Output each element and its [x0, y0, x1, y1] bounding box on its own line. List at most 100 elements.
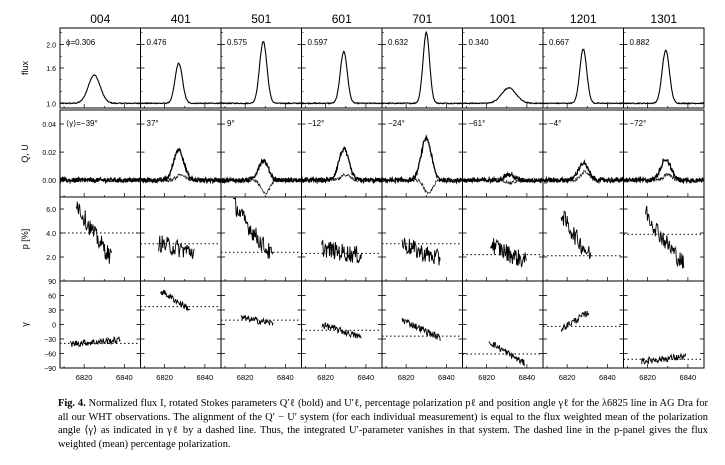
ytick-label: 2.0: [46, 255, 56, 262]
ytick-label: 1.6: [46, 66, 56, 73]
panel-frame: [301, 280, 383, 369]
column-header-1301: 1301: [650, 12, 677, 26]
xtick-label: 6840: [197, 373, 214, 382]
panel-frame: [140, 280, 222, 369]
column-header-004: 004: [90, 12, 110, 26]
panel-frame: [542, 280, 624, 369]
gamma-line: [240, 314, 274, 327]
gamma-line: [560, 310, 590, 333]
flux-line: [220, 41, 302, 105]
column-header-501: 501: [251, 12, 271, 26]
column-header-1201: 1201: [570, 12, 597, 26]
column-header-601: 601: [332, 12, 352, 26]
ytick-label: 1.0: [46, 101, 56, 108]
gamma-line: [69, 336, 121, 348]
flux-line: [59, 74, 141, 105]
ytick-label: 60: [48, 294, 56, 301]
gamma-line: [321, 322, 362, 339]
column-header-1001: 1001: [489, 12, 516, 26]
ytick-label: −30: [44, 337, 56, 344]
p-line: [645, 205, 685, 269]
panel-frame: [462, 196, 544, 282]
xtick-label: 6840: [358, 373, 375, 382]
row-label-1: Q, U: [20, 144, 30, 163]
gamma-label-1201: −4°: [549, 119, 561, 128]
panel-frame: [381, 196, 463, 282]
ytick-label: 6.0: [46, 207, 56, 214]
panel-frame: [623, 280, 705, 369]
panel-frame: [301, 196, 383, 282]
xtick-label: 6820: [156, 373, 173, 382]
p-line: [232, 197, 274, 259]
flux-line: [623, 49, 705, 105]
phase-label-1001: 0.340: [469, 38, 490, 47]
q-line-bold: [220, 158, 302, 184]
xtick-label: 6840: [599, 373, 616, 382]
p-line: [158, 235, 195, 259]
panel-frame: [59, 196, 141, 282]
ytick-label: 2.0: [46, 42, 56, 49]
phase-label-1301: 0.882: [630, 38, 651, 47]
q-line-bold: [300, 146, 383, 185]
q-line-bold: [59, 175, 141, 185]
xtick-label: 6820: [478, 373, 495, 382]
figure-caption: Fig. 4. Normalized flux I, rotated Stoke…: [58, 397, 708, 451]
xtick-label: 6840: [116, 373, 133, 382]
phase-label-501: 0.575: [227, 38, 248, 47]
ytick-label: 0.00: [42, 178, 56, 185]
row-label-3: γ: [20, 322, 30, 327]
phase-label-004: ϕ=0.306: [66, 38, 96, 47]
panel-frame: [220, 280, 302, 369]
ytick-label: 0.02: [42, 150, 56, 157]
gamma-label-401: 37°: [147, 119, 159, 128]
ytick-label: 4.0: [46, 231, 56, 238]
ytick-label: −60: [44, 352, 56, 359]
xtick-label: 6840: [519, 373, 536, 382]
gamma-line: [160, 289, 191, 312]
xtick-label: 6840: [438, 373, 455, 382]
ytick-label: 30: [48, 308, 56, 315]
phase-label-601: 0.597: [308, 38, 329, 47]
p-line: [490, 238, 527, 268]
panel-frame: [220, 196, 302, 282]
xtick-label: 6820: [237, 373, 254, 382]
phase-label-701: 0.632: [388, 38, 409, 47]
gamma-line: [641, 352, 687, 365]
p-line: [401, 237, 441, 266]
xtick-label: 6840: [277, 373, 294, 382]
q-line-bold: [461, 171, 544, 185]
q-line-bold: [381, 134, 464, 185]
xtick-label: 6820: [559, 373, 576, 382]
ytick-label: 0.04: [42, 122, 56, 129]
p-line: [75, 201, 113, 264]
ytick-label: 0: [52, 323, 56, 330]
ytick-label: 90: [48, 279, 56, 286]
column-header-401: 401: [171, 12, 191, 26]
gamma-line: [488, 341, 525, 367]
gamma-label-1001: −61°: [469, 119, 486, 128]
phase-label-401: 0.476: [147, 38, 168, 47]
figure-label: Fig. 4.: [58, 398, 86, 409]
xtick-label: 6820: [317, 373, 334, 382]
flux-line: [301, 50, 383, 105]
gamma-line: [401, 317, 441, 342]
gamma-label-601: −12°: [308, 119, 325, 128]
panel-frame: [140, 196, 222, 282]
row-label-0: flux: [20, 61, 30, 76]
q-line-bold: [622, 157, 705, 185]
panel-frame: [542, 196, 624, 282]
q-line-bold: [139, 147, 222, 185]
panel-frame: [59, 280, 141, 369]
column-header-701: 701: [412, 12, 432, 26]
xtick-label: 6840: [680, 373, 697, 382]
flux-line: [140, 62, 222, 105]
q-line-bold: [542, 159, 625, 185]
caption-text: Normalized flux I, rotated Stokes parame…: [58, 398, 708, 450]
flux-line: [462, 86, 544, 105]
flux-line: [542, 48, 624, 105]
ytick-label: −90: [44, 366, 56, 373]
flux-line: [381, 30, 463, 105]
figure: 004 401 501 601 701 1001 1201 1301 flux 1.0 1.6 2.0…: [20, 12, 705, 382]
xtick-label: 6820: [76, 373, 93, 382]
panel-frame: [462, 280, 544, 369]
